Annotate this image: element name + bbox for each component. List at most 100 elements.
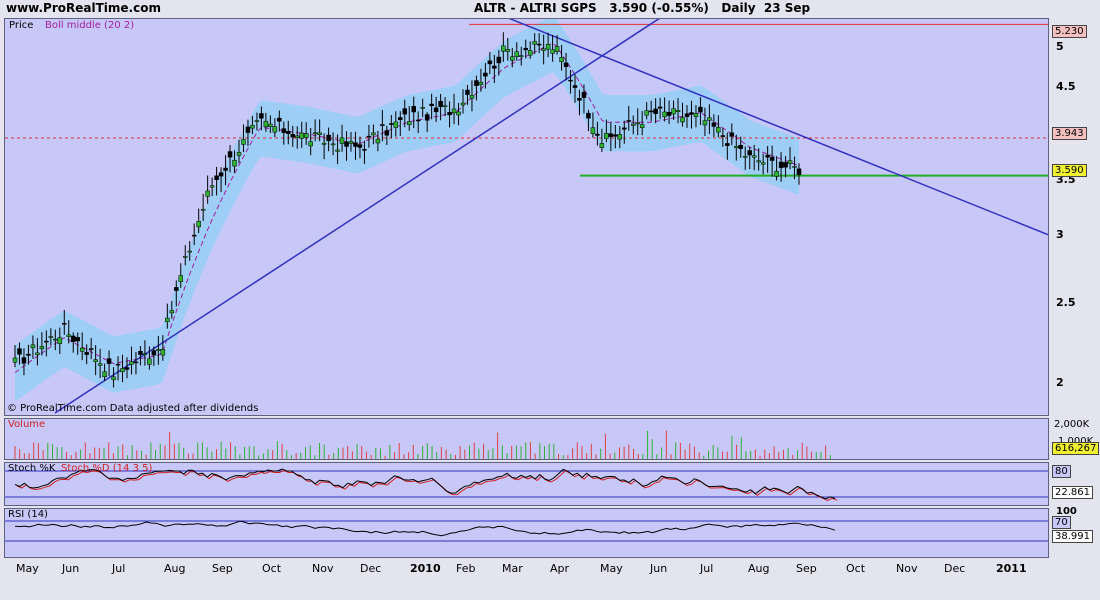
candle-body	[272, 126, 278, 133]
candle-body	[527, 50, 533, 56]
candle-body	[689, 112, 694, 115]
candle-body	[510, 56, 515, 61]
candle-body	[263, 120, 269, 128]
candle-body	[420, 107, 425, 109]
candle-body	[133, 361, 139, 364]
price-panel[interactable]: Price Boll middle (20 2) © ProRealTime.c…	[4, 18, 1049, 416]
candle-body	[209, 185, 215, 188]
x-tick-label: Oct	[262, 562, 282, 575]
candle-body	[286, 131, 291, 134]
x-tick-label: Oct	[846, 562, 866, 575]
candle-body	[124, 367, 130, 370]
candle-body	[411, 106, 416, 113]
candle-body	[326, 134, 331, 142]
candle-body	[196, 221, 201, 228]
x-tick-label: Feb	[456, 562, 476, 575]
candle-body	[774, 171, 779, 177]
candle-body	[344, 141, 349, 147]
candle-body	[778, 161, 784, 168]
candle-body	[648, 110, 654, 113]
candle-body	[595, 133, 600, 136]
candle-body	[545, 43, 551, 50]
candle-body	[483, 72, 488, 77]
candle-body	[281, 128, 287, 134]
candle-body	[787, 160, 793, 164]
candle-body	[165, 317, 170, 323]
candle-body	[147, 358, 152, 365]
candle-body	[66, 334, 72, 337]
candle-body	[447, 112, 452, 116]
candle-body	[451, 108, 457, 114]
x-tick-label: Dec	[944, 562, 966, 575]
candle-body	[769, 156, 775, 161]
legend-boll: Boll middle (20 2)	[45, 20, 135, 31]
x-tick-label: Aug	[748, 562, 770, 575]
bollinger-band	[15, 19, 799, 402]
candle-body	[44, 340, 49, 343]
x-tick-label: Sep	[796, 562, 817, 575]
candle-body	[751, 155, 757, 158]
x-tick-label: Apr	[550, 562, 570, 575]
uptrend-line	[54, 19, 660, 414]
candle-body	[120, 368, 125, 373]
rsi-panel[interactable]: RSI (14)	[4, 508, 1049, 558]
candle-body	[268, 123, 273, 127]
candle-body	[30, 344, 36, 349]
candle-body	[707, 117, 712, 121]
rsi-line	[14, 520, 836, 537]
candle-body	[657, 106, 663, 109]
candle-body	[644, 110, 649, 116]
stoch-tag: 22.861	[1052, 486, 1093, 499]
candle-body	[501, 45, 506, 52]
candle-body	[70, 335, 76, 343]
candle-body	[406, 121, 412, 125]
candle-body	[698, 106, 703, 113]
candle-body	[389, 123, 394, 125]
stoch-chart-svg	[5, 468, 1048, 502]
candle-body	[492, 65, 497, 69]
candle-body	[608, 133, 614, 137]
candle-body	[277, 117, 282, 122]
candle-body	[321, 142, 327, 145]
candle-body	[693, 113, 699, 118]
tag-high: 5.230	[1052, 25, 1087, 38]
x-tick-label: 2010	[410, 562, 441, 575]
candle-body	[375, 138, 381, 144]
candle-body	[236, 152, 242, 156]
candle-body	[626, 120, 632, 122]
candle-body	[518, 55, 524, 57]
candle-body	[182, 256, 188, 258]
candle-body	[617, 134, 623, 140]
rsi-tick-top: 100	[1056, 506, 1077, 517]
x-tick-label: Nov	[896, 562, 918, 575]
candle-body	[79, 347, 85, 352]
candle-body	[720, 135, 726, 137]
candle-body	[760, 162, 766, 165]
x-tick-label: Jul	[112, 562, 126, 575]
candle-body	[362, 149, 367, 151]
candle-body	[792, 166, 797, 168]
candle-body	[496, 56, 502, 64]
candle-body	[254, 120, 260, 122]
x-tick-label: May	[600, 562, 623, 575]
candle-body	[666, 111, 672, 116]
x-tick-label: Mar	[502, 562, 523, 575]
x-tick-label: May	[16, 562, 39, 575]
candle-body	[469, 95, 475, 99]
candle-body	[653, 108, 658, 114]
candle-body	[675, 110, 681, 112]
candle-body	[725, 143, 730, 146]
candle-body	[160, 349, 166, 356]
vol-tick-mid: 1,000K	[1058, 436, 1093, 447]
stoch-panel[interactable]: Stoch %K Stoch %D (14 3 5)	[4, 462, 1049, 506]
candle-body	[241, 139, 246, 145]
volume-panel[interactable]: Volume	[4, 418, 1049, 460]
candle-body	[684, 113, 690, 118]
candle-body	[227, 151, 233, 158]
candle-body	[151, 350, 157, 356]
candle-body	[48, 336, 54, 338]
y-tick: 4.5	[1056, 80, 1076, 93]
volume-chart-svg	[14, 430, 831, 459]
candle-body	[84, 352, 89, 355]
candle-body	[178, 275, 184, 282]
